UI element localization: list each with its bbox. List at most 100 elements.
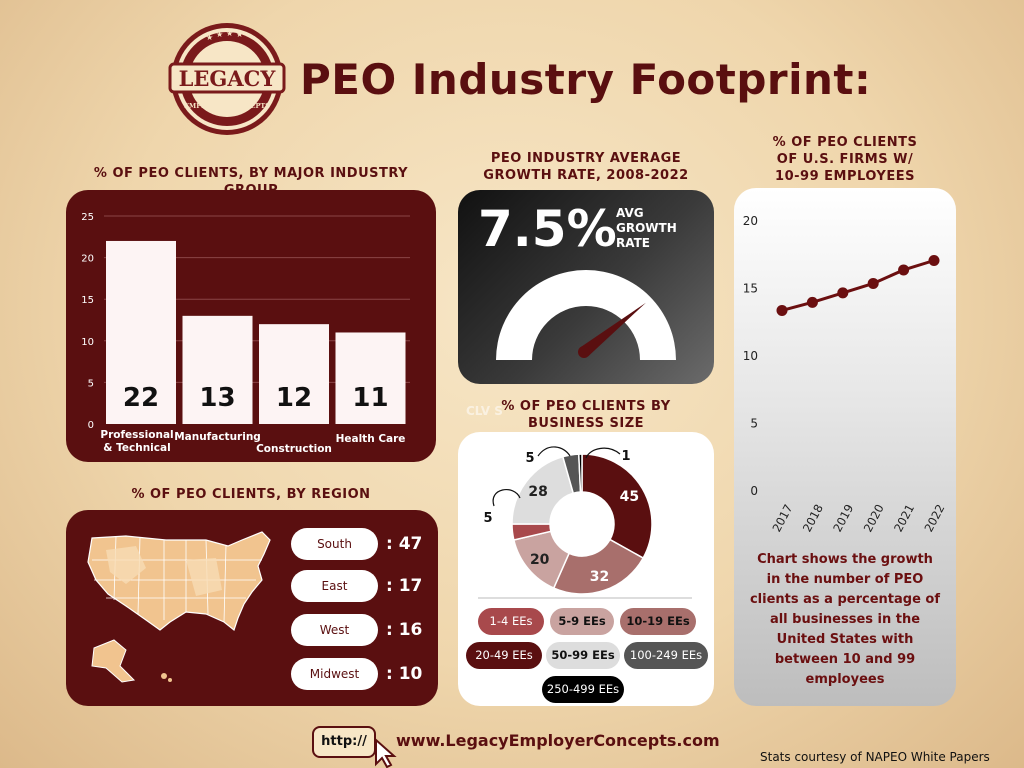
line-ytick-label: 15 (743, 282, 758, 296)
industry-bar-chart: 0 5 10 15 20 25 22 Professional & Technical 13 Man… (66, 190, 436, 462)
growth-heading-line2: GROWTH RATE, 2008-2022 (483, 168, 689, 183)
line-xtick-label: 2020 (861, 502, 887, 534)
line-chart-svg: 0 5 10 15 20 2017 2018 2019 2020 2021 2022 (743, 214, 948, 534)
growth-label-line2: GROWTH (616, 221, 677, 235)
growth-heading: PEO INDUSTRY AVERAGE GROWTH RATE, 2008-2… (458, 150, 714, 184)
growth-value: 7.5% (478, 200, 617, 258)
line-ytick-label: 10 (743, 349, 758, 363)
line-ytick-label: 20 (743, 214, 758, 228)
us-map-icon (87, 531, 271, 683)
region-label-east: East (291, 570, 378, 602)
line-series (781, 259, 935, 312)
bar-3 (259, 324, 329, 424)
growth-gauge-panel: 7.5% AVG GROWTH RATE (458, 190, 714, 384)
line-ytick-label: 0 (750, 484, 758, 498)
bar-ytick-label: 10 (81, 337, 94, 348)
region-label-midwest: Midwest (291, 658, 378, 690)
line-point (806, 296, 818, 308)
bar-2 (182, 315, 253, 424)
region-value-south: : 47 (386, 534, 423, 554)
donut-value-label: 28 (528, 484, 547, 500)
url-prefix: http:// (312, 726, 376, 758)
donut-value-label: 45 (620, 489, 639, 505)
donut-value-label: 20 (530, 552, 550, 568)
firms-note: Chart shows the growth in the number of … (749, 552, 941, 687)
firms-heading-line2: OF U.S. FIRMS W/ (776, 152, 914, 167)
bar-4 (335, 332, 406, 424)
size-donut-panel: 45 32 20 28 5 5 1 1-4 EEs 5-9 EEs 10-19 EEs 20-49… (458, 432, 714, 706)
legend-item-4: 20-49 EEs (466, 642, 542, 669)
legend-item-6: 100-249 EEs (624, 642, 708, 669)
growth-label-line1: AVG (616, 206, 644, 220)
gauge-dial-icon (496, 270, 676, 360)
page-title: PEO Industry Footprint: (300, 55, 872, 104)
donut-value-label: 32 (590, 569, 609, 585)
size-heading-line2: BUSINESS SIZE (527, 416, 645, 431)
svg-text:★: ★ (216, 30, 223, 39)
credit-text: Stats courtesy of NAPEO White Papers (760, 750, 990, 764)
donut-callout-arrow (585, 447, 621, 459)
bar-ytick-label: 20 (81, 254, 94, 265)
line-xtick-label: 2022 (921, 502, 947, 534)
bar-1 (106, 240, 176, 424)
logo-text: LEGACY (179, 66, 277, 91)
growth-label-line3: RATE (616, 236, 650, 250)
gauge-needle-hub (578, 346, 590, 358)
firms-heading-line3: 10-99 EMPLOYEES (775, 169, 915, 184)
line-ytick-label: 5 (750, 417, 758, 431)
line-xtick-label: 2018 (800, 502, 826, 534)
region-heading: % OF PEO CLIENTS, BY REGION (131, 487, 371, 502)
legend-item-7: 250-499 EEs (542, 676, 624, 703)
firms-line-panel: 0 5 10 15 20 2017 2018 2019 2020 2021 2022 Chart s… (734, 188, 956, 706)
bar-chart-svg: 0 5 10 15 20 25 22 Professional& Technical 13 Man… (81, 212, 410, 455)
size-heading-line1: % OF PEO CLIENTS BY (501, 399, 671, 414)
region-value-west: : 16 (386, 620, 423, 640)
donut-value-label: 1 (621, 449, 630, 464)
bar-category-label: Professional (100, 429, 173, 441)
legend-item-1: 1-4 EEs (478, 608, 544, 635)
donut-slice-7 (577, 453, 583, 493)
svg-text:★: ★ (206, 33, 213, 42)
line-point (898, 264, 910, 276)
gauge-needle (579, 302, 646, 357)
region-value-midwest: : 10 (386, 664, 423, 684)
bar-value-label: 13 (199, 383, 235, 413)
svg-text:★: ★ (226, 29, 233, 38)
line-xtick-label: 2019 (830, 502, 856, 534)
donut-value-label: 5 (483, 511, 492, 526)
line-point (867, 277, 879, 289)
svg-text:★: ★ (236, 30, 243, 39)
size-heading: % OF PEO CLIENTS BY BUSINESS SIZE (458, 398, 714, 432)
bar-category-label: Health Care (336, 433, 406, 445)
legend-item-5: 50-99 EEs (546, 642, 620, 669)
bar-value-label: 12 (276, 383, 312, 413)
line-point (776, 304, 788, 316)
firms-heading-line1: % OF PEO CLIENTS (772, 135, 918, 150)
bar-category-label: Manufacturing (174, 431, 261, 443)
donut-legend: 1-4 EEs 5-9 EEs 10-19 EEs 20-49 EEs 50-99 EE… (458, 432, 714, 706)
bar-ytick-label: 5 (88, 378, 94, 389)
line-point (837, 287, 849, 299)
cursor-icon (375, 738, 397, 768)
logo-subtext: EMPLOYER CONCEPTS (184, 102, 270, 110)
bar-value-label: 11 (352, 383, 388, 413)
region-panel: South : 47 East : 17 West : 16 Midwest :… (66, 510, 438, 706)
bar-ytick-label: 0 (88, 420, 94, 431)
donut-callout-arrow (492, 489, 521, 507)
bar-ytick-label: 15 (81, 295, 94, 306)
legend-item-2: 5-9 EEs (550, 608, 614, 635)
growth-heading-line1: PEO INDUSTRY AVERAGE (490, 151, 682, 166)
growth-label: AVG GROWTH RATE (616, 206, 696, 251)
bar-category-label: Construction (256, 443, 332, 455)
donut-value-label: 5 (525, 451, 534, 466)
region-value-east: : 17 (386, 576, 423, 596)
size-faint-text: CLV S (466, 404, 503, 418)
bar-value-label: 22 (123, 383, 159, 413)
region-label-west: West (291, 614, 378, 646)
line-xtick-label: 2017 (769, 502, 795, 534)
line-point (928, 255, 940, 266)
bar-ytick-label: 25 (81, 212, 94, 223)
bar-category-label: & Technical (103, 442, 170, 454)
website-link[interactable]: www.LegacyEmployerConcepts.com (396, 731, 720, 750)
legacy-logo: ★ ★ ★ ★ LEGACY EMPLOYER CONCEPTS (168, 23, 286, 135)
